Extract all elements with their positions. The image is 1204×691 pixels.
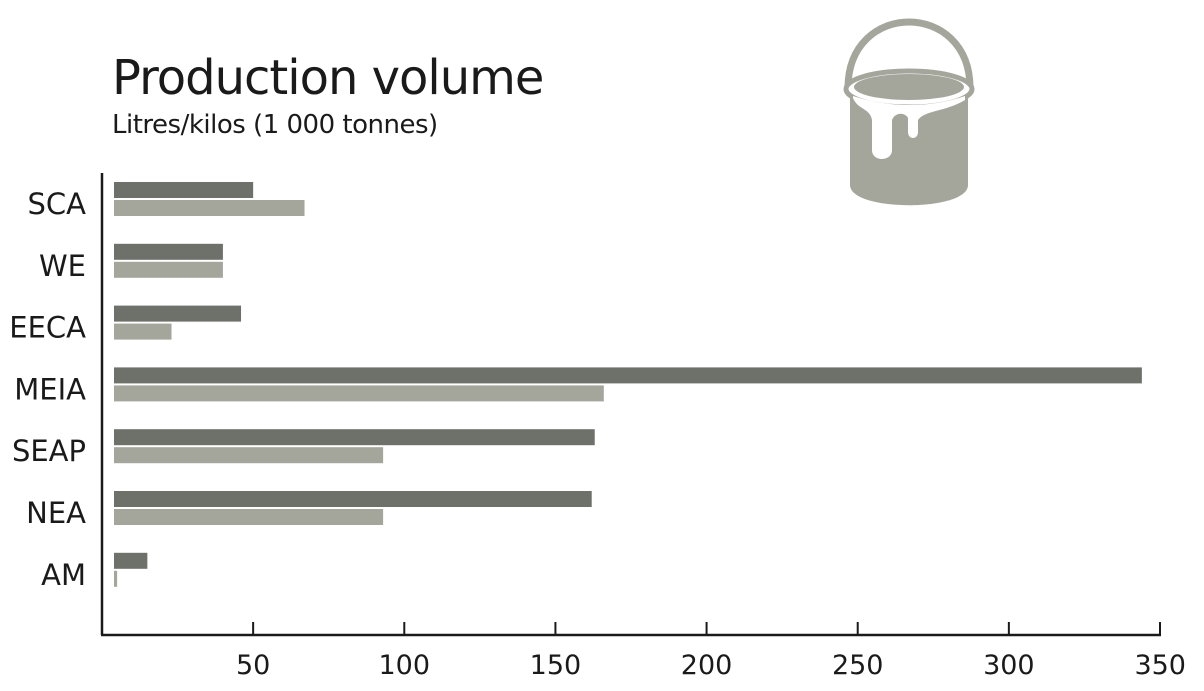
category-label-am: AM (41, 558, 86, 592)
bar-seap-series-2 (114, 447, 384, 464)
bar-meia-series-1 (114, 367, 1142, 384)
x-tick-label-350: 350 (1134, 650, 1186, 681)
category-label-meia: MEIA (14, 372, 86, 406)
bar-eeca-series-1 (114, 305, 242, 322)
x-tick-label-100: 100 (379, 650, 431, 681)
paint-bucket-icon (843, 18, 975, 206)
bar-seap-series-1 (114, 429, 595, 446)
bar-am-series-2 (114, 570, 118, 587)
bar-am-series-1 (114, 552, 148, 569)
x-tick-label-50: 50 (236, 650, 270, 681)
bar-eeca-series-2 (114, 323, 172, 340)
bar-sca-series-1 (114, 182, 254, 198)
category-label-sca: SCA (28, 187, 87, 221)
category-label-eeca: EECA (9, 311, 86, 345)
x-tick-label-250: 250 (832, 650, 884, 681)
bar-we-series-2 (114, 261, 223, 278)
category-label-we: WE (39, 249, 86, 283)
bar-nea-series-1 (114, 491, 592, 507)
bar-nea-series-2 (114, 509, 384, 525)
axes (100, 173, 1161, 637)
chart-title: Production volume (112, 50, 544, 106)
x-tick-label-150: 150 (530, 650, 582, 681)
chart-subtitle: Litres/kilos (1 000 tonnes) (112, 110, 438, 140)
category-label-nea: NEA (26, 496, 86, 530)
x-tick-label-300: 300 (983, 650, 1035, 681)
bar-meia-series-2 (114, 385, 604, 402)
bar-sca-series-2 (114, 200, 305, 216)
category-label-seap: SEAP (12, 434, 86, 468)
x-tick-label-200: 200 (681, 650, 733, 681)
bar-we-series-1 (114, 243, 223, 260)
